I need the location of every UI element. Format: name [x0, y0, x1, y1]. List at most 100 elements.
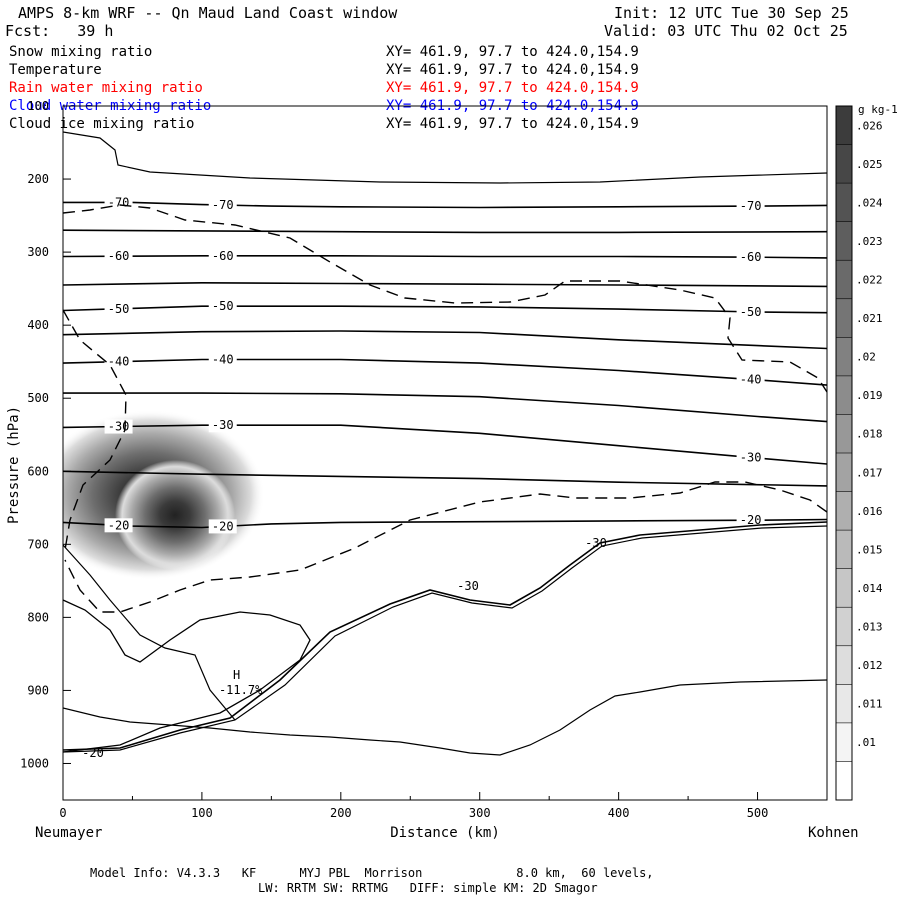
colorbar-tick-label: .014	[856, 582, 883, 595]
colorbar-swatch	[836, 453, 852, 492]
colorbar-tick-label: .026	[856, 119, 883, 132]
field-name-cloud-ice: Cloud ice mixing ratio	[9, 116, 195, 132]
contour-label: -30	[740, 450, 762, 464]
field-name-temperature: Temperature	[9, 62, 102, 78]
colorbar-swatch	[836, 684, 852, 723]
contour-label-bg	[736, 304, 765, 319]
contour-label-bg	[736, 250, 765, 265]
terrain-and-ice-lines: -30 -30 H-11.7% -20	[63, 131, 827, 760]
colorbar-tick-label: .012	[856, 659, 883, 672]
forecast-hour: Fcst: 39 h	[5, 22, 114, 40]
colorbar-tick-label: .018	[856, 428, 883, 441]
colorbar-tick-label: .013	[856, 621, 883, 634]
colorbar-swatch	[836, 414, 852, 453]
terrain-line-surface	[63, 521, 827, 751]
ice-contour-label: -30	[585, 536, 607, 550]
plot-frame	[62, 105, 828, 801]
colorbar-tick-label: .019	[856, 389, 883, 402]
y-tick-label: 600	[27, 464, 49, 478]
colorbar-tick-label: .023	[856, 235, 883, 248]
terrain-line-lower	[63, 679, 827, 756]
y-tick-label: 500	[27, 391, 49, 405]
chart-title: AMPS 8-km WRF -- Qn Maud Land Coast wind…	[18, 4, 398, 22]
temperature-contour-line	[63, 392, 827, 423]
init-time: Init: 12 UTC Tue 30 Sep 25	[614, 4, 849, 22]
temperature-contour-line	[63, 470, 827, 487]
contour-label: -30	[212, 418, 234, 432]
contour-label-bg	[104, 249, 133, 264]
contour-label: -70	[108, 195, 130, 209]
contour-label: -50	[212, 299, 234, 313]
temperature-contour-line	[63, 229, 827, 234]
colorbar-swatch	[836, 144, 852, 184]
contour-label: -40	[212, 352, 234, 366]
colorbar-tick-label: .016	[856, 505, 883, 518]
temperature-contour-line	[63, 255, 827, 259]
boundary-layer-line	[63, 544, 236, 721]
temperature-contours: -70 -70 -70 -60 -60 -60 -50 -50 -50 -40 -40 -40 -30 -…	[63, 195, 827, 534]
valid-time: Valid: 03 UTC Thu 02 Oct 25	[604, 22, 848, 40]
model-info-line2: LW: RRTM SW: RRTMG DIFF: simple KM: 2D S…	[258, 881, 598, 895]
colorbar-swatch	[836, 375, 852, 415]
colorbar-tick-label: .015	[856, 543, 883, 556]
y-axis-label: Pressure (hPa)	[6, 406, 22, 524]
contour-label-bg	[208, 248, 237, 263]
colorbar-tick-label: .017	[856, 466, 883, 479]
contour-label: -20	[212, 519, 234, 533]
terrain-line-ridge	[63, 599, 311, 753]
temperature-contour-line	[63, 358, 827, 386]
temperature-contour-line	[63, 201, 827, 209]
colorbar-tick-label: .02	[856, 351, 876, 364]
terrain-line-upper	[63, 131, 827, 184]
colorbar-swatch	[836, 337, 852, 376]
ice-contour-label: -30	[457, 579, 479, 593]
contour-label-bg	[736, 513, 765, 528]
colorbar-swatch	[836, 106, 852, 145]
colorbar-swatch	[836, 260, 852, 299]
x-axis-label: Distance (km)	[390, 825, 500, 841]
contour-label: -70	[212, 198, 234, 212]
max-marker-symbol: H	[233, 668, 240, 682]
colorbar-swatch	[836, 221, 852, 261]
x-tick-label: 0	[59, 806, 66, 820]
contour-label-bg	[736, 372, 765, 387]
colorbar-swatch	[836, 530, 852, 569]
colorbar-tick-label: .011	[856, 698, 883, 711]
field-range-cloud-ice: XY= 461.9, 97.7 to 424.0,154.9	[386, 116, 639, 132]
colorbar: g kg-1 .026 .025 .024 .023 .022 .021 .02 .019 .01…	[835, 103, 898, 801]
contour-label-bg	[736, 450, 765, 465]
contour-label: -60	[740, 250, 762, 264]
contour-label: -60	[212, 249, 234, 263]
x-tick-label: 400	[608, 806, 630, 820]
right-endpoint-label: Kohnen	[808, 825, 859, 841]
contour-label-bg	[208, 418, 237, 433]
field-range-temperature: XY= 461.9, 97.7 to 424.0,154.9	[386, 62, 639, 78]
surface-contour-label: -20	[82, 746, 104, 760]
colorbar-swatch	[836, 183, 852, 222]
temperature-contour-line	[63, 305, 827, 314]
contour-label: -50	[108, 302, 130, 316]
max-marker-value: -11.7%	[219, 683, 263, 697]
colorbar-tick-label: .024	[856, 196, 883, 209]
contour-label: -40	[740, 372, 762, 386]
y-tick-label: 400	[27, 318, 49, 332]
contour-label: -30	[108, 420, 130, 434]
colorbar-tick-label: .01	[856, 736, 876, 749]
left-endpoint-label: Neumayer	[35, 825, 102, 841]
y-tick-label: 200	[27, 172, 49, 186]
contour-label-bg	[104, 354, 133, 369]
contour-label: -70	[740, 199, 762, 213]
terrain-line-base	[63, 525, 827, 753]
snow-shading	[63, 410, 265, 580]
colorbar-swatch	[836, 607, 852, 646]
contour-label-bg	[208, 299, 237, 314]
y-tick-label: 700	[27, 537, 49, 551]
contour-label: -60	[108, 249, 130, 263]
x-tick-label: 500	[747, 806, 769, 820]
temperature-contour-line	[63, 330, 827, 350]
colorbar-swatch	[836, 645, 852, 685]
temperature-contour-line	[63, 281, 827, 288]
temperature-contour-line	[63, 518, 827, 529]
y-tick-label: 100	[27, 99, 49, 113]
